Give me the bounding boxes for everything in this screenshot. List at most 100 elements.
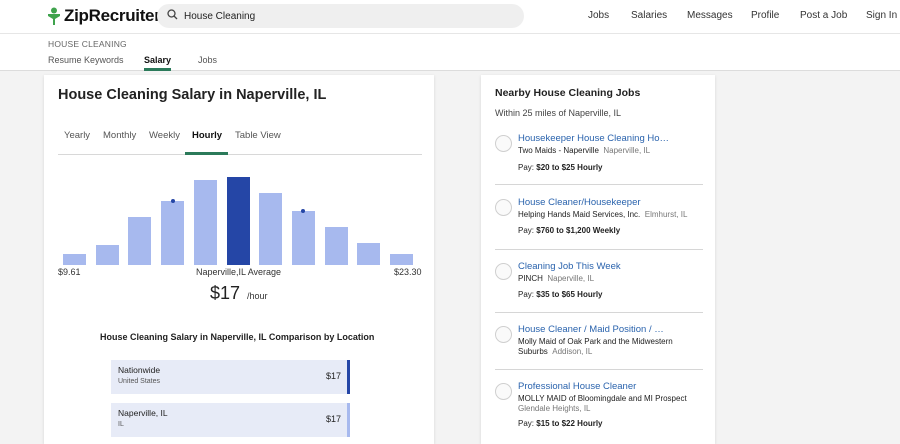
job-company: Helping Hands Maid Services, Inc. Elmhur… — [518, 210, 703, 220]
pay-label: Pay: — [518, 419, 535, 428]
job-title-link[interactable]: Housekeeper House Cleaning Ho… — [518, 133, 670, 144]
tab-jobs[interactable]: Jobs — [198, 55, 218, 65]
comparison-location: Naperville, IL — [118, 408, 168, 418]
nav-profile[interactable]: Profile — [751, 10, 780, 21]
ziprecruiter-logo-icon — [48, 7, 60, 25]
divider — [495, 369, 703, 370]
company-name: Two Maids - Naperville — [518, 146, 599, 155]
comparison-value: $17 — [325, 371, 341, 381]
comparison-region: IL — [118, 421, 124, 428]
pay-value: $15 to $22 Hourly — [536, 419, 603, 428]
histogram-marker — [301, 209, 306, 213]
nav-sign-in[interactable]: Sign In — [866, 10, 898, 21]
job-title-link[interactable]: House Cleaner / Maid Position / … — [518, 324, 664, 335]
tab-yearly[interactable]: Yearly — [64, 130, 91, 141]
histogram-marker — [170, 199, 175, 203]
histogram-bar[interactable] — [291, 211, 315, 265]
job-location: Elmhurst, IL — [644, 210, 688, 219]
job-pay: Pay: $20 to $25 Hourly — [518, 163, 603, 172]
tab-salary[interactable]: Salary — [144, 55, 172, 65]
histogram-bar[interactable] — [128, 217, 152, 265]
histogram-bar[interactable] — [324, 227, 348, 265]
breadcrumb[interactable]: HOUSE CLEANING — [48, 39, 127, 49]
nav-messages[interactable]: Messages — [687, 10, 733, 21]
range-low: $9.61 — [58, 267, 81, 277]
salary-title: House Cleaning Salary in Naperville, IL — [58, 87, 327, 103]
company-name: MOLLY MAID of Bloomingdale and MI Prospe… — [518, 394, 687, 403]
nearby-jobs-subtitle: Within 25 miles of Naperville, IL — [495, 108, 622, 118]
tabs-divider — [58, 154, 422, 155]
job-location: Naperville, IL — [547, 274, 595, 283]
ziprecruiter-logo[interactable]: ZipRecruiter — [48, 6, 161, 26]
active-tab-indicator — [144, 68, 171, 71]
company-logo-icon — [495, 263, 512, 280]
job-company: PINCH Naperville, IL — [518, 274, 703, 284]
job-title-link[interactable]: Professional House Cleaner — [518, 381, 637, 392]
nav-jobs[interactable]: Jobs — [588, 10, 610, 21]
histogram-bar[interactable] — [95, 245, 119, 265]
tab-hourly[interactable]: Hourly — [192, 130, 223, 141]
tab-weekly[interactable]: Weekly — [149, 130, 180, 141]
nearby-jobs-card: Nearby House Cleaning Jobs Within 25 mil… — [481, 75, 715, 444]
company-logo-icon — [495, 383, 512, 400]
job-company: Molly Maid of Oak Park and the Midwester… — [518, 337, 703, 357]
pay-label: Pay: — [518, 290, 535, 299]
nav-salaries[interactable]: Salaries — [631, 10, 668, 21]
tab-table-view[interactable]: Table View — [235, 130, 281, 141]
job-location: Glendale Heights, IL — [518, 404, 591, 413]
range-high: $23.30 — [394, 267, 422, 277]
histogram-bar[interactable] — [259, 193, 283, 265]
comparison-row-nationwide: Nationwide United States $17 — [111, 360, 350, 394]
company-name: Molly Maid of Oak Park and the Midwester… — [518, 337, 673, 356]
top-bar: ZipRecruiter House Cleaning Jobs Salarie… — [0, 0, 900, 33]
comparison-value: $17 — [325, 414, 341, 424]
pay-value: $20 to $25 Hourly — [536, 163, 603, 172]
company-name: Helping Hands Maid Services, Inc. — [518, 210, 641, 219]
job-pay: Pay: $760 to $1,200 Weekly — [518, 226, 620, 235]
salary-distribution-chart — [58, 165, 422, 265]
average-pay: $17 — [210, 283, 241, 303]
active-period-indicator — [185, 152, 228, 155]
pay-label: Pay: — [518, 163, 535, 172]
comparison-row-naperville: Naperville, IL IL $17 — [111, 403, 350, 437]
search-icon — [167, 7, 178, 25]
search-input[interactable]: House Cleaning — [157, 4, 524, 28]
histogram-bar[interactable] — [390, 254, 414, 265]
company-logo-icon — [495, 135, 512, 152]
nearby-jobs-title: Nearby House Cleaning Jobs — [495, 87, 641, 99]
histogram-bar[interactable] — [161, 201, 185, 265]
brand-name: ZipRecruiter — [64, 6, 161, 25]
comparison-region: United States — [118, 378, 161, 385]
company-logo-icon — [495, 199, 512, 216]
company-logo-icon — [495, 326, 512, 343]
histogram-bar[interactable] — [357, 243, 381, 265]
histogram-bar[interactable] — [193, 180, 217, 265]
pay-label: Pay: — [518, 226, 535, 235]
job-company: Two Maids - Naperville Naperville, IL — [518, 146, 703, 156]
tab-monthly[interactable]: Monthly — [103, 130, 137, 141]
comparison-title: House Cleaning Salary in Naperville, IL … — [100, 332, 375, 342]
salary-card: House Cleaning Salary in Naperville, IL … — [44, 75, 434, 444]
job-title-link[interactable]: Cleaning Job This Week — [518, 261, 621, 272]
histogram-bar[interactable] — [62, 254, 86, 265]
sub-navigation: HOUSE CLEANING Resume Keywords Salary Jo… — [0, 33, 900, 71]
job-location: Naperville, IL — [603, 146, 651, 155]
pay-value: $760 to $1,200 Weekly — [536, 226, 621, 235]
divider — [495, 249, 703, 250]
tab-resume-keywords[interactable]: Resume Keywords — [48, 55, 124, 65]
company-name: PINCH — [518, 274, 543, 283]
search-value: House Cleaning — [184, 10, 256, 22]
pay-value: $35 to $65 Hourly — [536, 290, 603, 299]
divider — [495, 312, 703, 313]
job-pay: Pay: $15 to $22 Hourly — [518, 419, 603, 428]
nav-post-a-job[interactable]: Post a Job — [800, 10, 848, 21]
job-location: Addison, IL — [552, 347, 593, 356]
pay-unit: /hour — [247, 291, 268, 301]
comparison-location: Nationwide — [118, 365, 161, 375]
range-average-label: Naperville,IL Average — [196, 267, 282, 277]
divider — [495, 184, 703, 185]
job-company: MOLLY MAID of Bloomingdale and MI Prospe… — [518, 394, 703, 414]
histogram-bar-average[interactable] — [226, 177, 250, 265]
job-title-link[interactable]: House Cleaner/Housekeeper — [518, 197, 641, 208]
job-pay: Pay: $35 to $65 Hourly — [518, 290, 603, 299]
